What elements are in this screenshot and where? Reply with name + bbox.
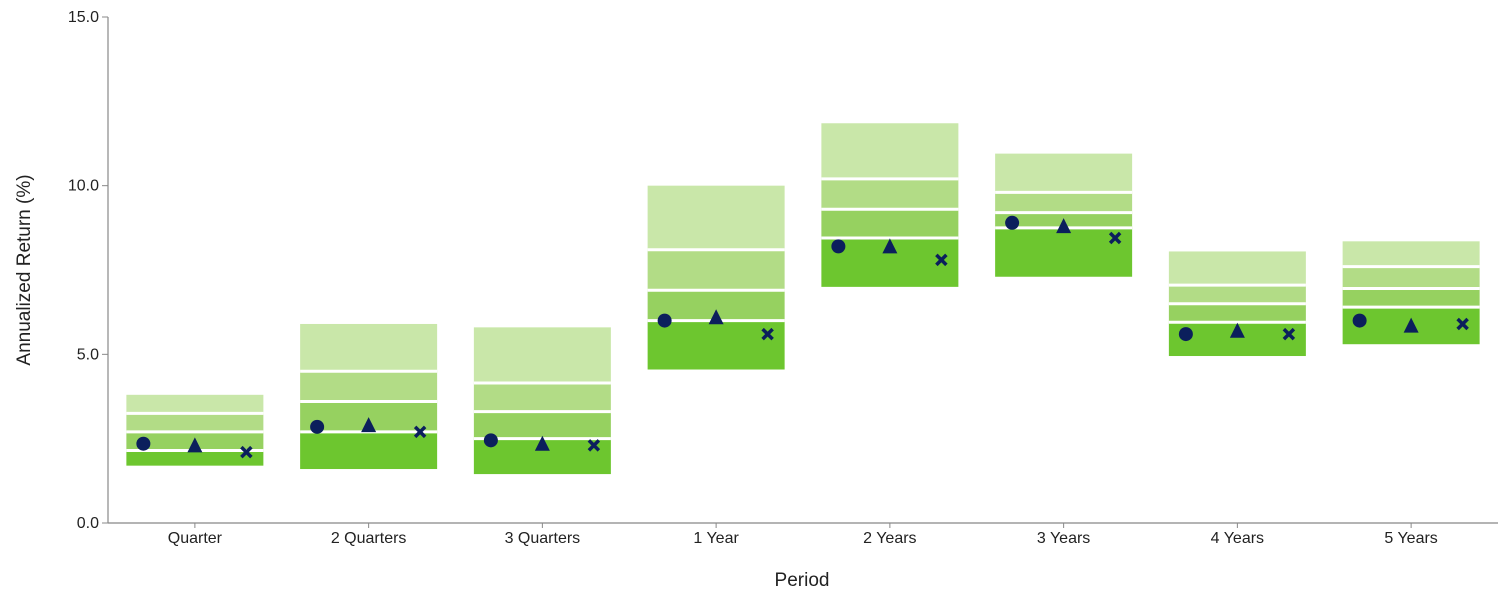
band-2 [821, 178, 959, 210]
band-2 [473, 383, 611, 412]
x-tick-label: 4 Years [1211, 530, 1264, 547]
y-tick-label: 15.0 [68, 9, 99, 26]
band-2 [126, 413, 264, 432]
band-3 [1168, 303, 1306, 323]
band-4 [995, 227, 1133, 277]
marker-triangle [1403, 317, 1419, 333]
marker-x [587, 439, 601, 452]
marker-triangle [1229, 322, 1245, 338]
marker-x [1108, 231, 1122, 245]
markers-layer [136, 215, 1469, 459]
band-4 [647, 320, 785, 370]
band-4 [300, 431, 438, 470]
band-1 [1168, 251, 1306, 286]
band-3 [821, 209, 959, 238]
marker-triangle [187, 437, 203, 453]
marker-circle [831, 239, 846, 254]
marker-circle [483, 433, 498, 448]
x-axis-title: Period [775, 570, 830, 591]
band-1 [126, 394, 264, 414]
band-2 [647, 249, 785, 291]
marker-triangle [534, 435, 550, 451]
marker-x [1282, 327, 1296, 341]
band-2 [300, 371, 438, 402]
marker-x [413, 425, 427, 439]
marker-circle [1352, 313, 1367, 328]
y-tick-label: 10.0 [68, 178, 99, 195]
band-1 [995, 153, 1133, 193]
bands-layer [126, 123, 1480, 475]
x-tick-label: 3 Years [1037, 530, 1090, 547]
axes-layer: Quarter 2 Quarters 3 Quarters 1 Year 2 Years… [68, 9, 1498, 547]
marker-x [1456, 317, 1469, 331]
x-tick-label: 1 Year [693, 530, 739, 547]
x-tick-label: 5 Years [1384, 530, 1437, 547]
marker-triangle [361, 417, 377, 433]
y-axis-title: Annualized Return (%) [14, 174, 35, 365]
marker-x [935, 253, 948, 267]
marker-x [240, 445, 253, 459]
band-1 [473, 327, 611, 384]
marker-triangle [1056, 218, 1072, 234]
band-4 [126, 450, 264, 466]
x-tick-label: Quarter [168, 530, 223, 547]
y-tick-label: 5.0 [77, 346, 99, 363]
band-1 [300, 323, 438, 372]
band-3 [473, 411, 611, 439]
band-2 [1342, 266, 1480, 289]
band-1 [1342, 241, 1480, 267]
x-tick-label: 3 Quarters [505, 530, 581, 547]
marker-triangle [708, 309, 724, 325]
marker-circle [310, 419, 325, 434]
y-tick-label: 0.0 [77, 515, 99, 532]
x-tick-label: 2 Quarters [331, 530, 407, 547]
marker-circle [657, 313, 672, 328]
marker-circle [136, 436, 151, 451]
x-tick-label: 2 Years [863, 530, 916, 547]
marker-circle [1178, 327, 1193, 342]
marker-circle [1005, 215, 1020, 230]
marker-x [761, 327, 774, 341]
band-1 [647, 185, 785, 250]
band-2 [995, 192, 1133, 213]
band-2 [1168, 285, 1306, 304]
band-3 [1342, 288, 1480, 308]
marker-triangle [882, 238, 898, 254]
band-1 [821, 123, 959, 179]
